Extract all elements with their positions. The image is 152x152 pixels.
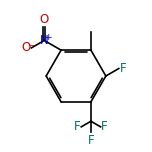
Text: F: F (88, 134, 94, 147)
Text: F: F (101, 120, 108, 133)
Text: N: N (40, 34, 49, 47)
Text: +: + (44, 33, 51, 42)
Text: O: O (21, 41, 30, 54)
Text: O: O (40, 13, 49, 26)
Text: F: F (74, 120, 80, 133)
Text: −: − (27, 40, 35, 49)
Text: F: F (120, 62, 127, 75)
